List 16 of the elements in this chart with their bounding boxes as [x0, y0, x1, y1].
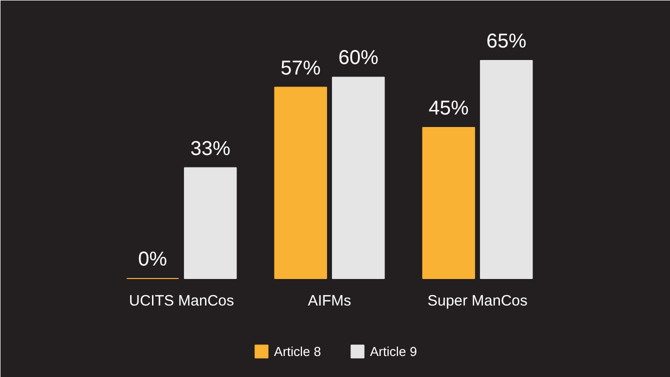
x-tick-label: UCITS ManCos	[128, 292, 234, 310]
data-label: 45%	[428, 98, 469, 120]
data-label: 57%	[280, 57, 321, 80]
x-tick-label: AIFMs	[308, 292, 352, 310]
legend-label: Article 8	[274, 344, 321, 358]
bar	[274, 86, 328, 280]
data-label: 0%	[138, 248, 168, 271]
data-label: 33%	[190, 138, 231, 160]
bar	[422, 127, 476, 280]
data-label: 65%	[486, 30, 527, 52]
bar	[480, 60, 533, 280]
x-tick-label: Super ManCos	[427, 292, 528, 310]
data-label: 60%	[338, 47, 379, 70]
bar	[332, 76, 385, 280]
legend-label: Article 9	[370, 344, 417, 358]
bar	[184, 167, 237, 280]
